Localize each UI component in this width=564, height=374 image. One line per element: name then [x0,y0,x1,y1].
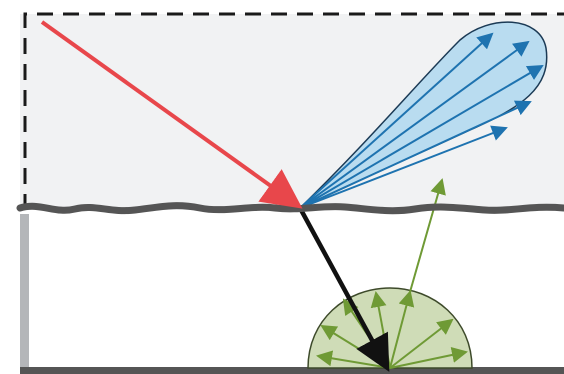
floor-line [20,367,564,374]
refracted-ray [298,206,390,372]
diffuse-transmitted-ray [409,178,446,293]
diffuse-ray-5 [389,290,415,369]
specular-rays [299,32,544,209]
diffuse-ray-6 [389,318,454,369]
diffuse-ray-7 [389,347,468,369]
rough-surface [16,202,564,215]
specular-ray-2 [299,40,530,209]
specular-ray-3 [299,64,544,209]
incident-ray [40,20,303,209]
dashed-boundary [23,12,564,210]
specular-ray-4 [299,100,532,209]
left-side-wall [20,214,29,370]
specular-ray-1 [299,32,494,209]
specular-ray-5 [299,125,508,209]
